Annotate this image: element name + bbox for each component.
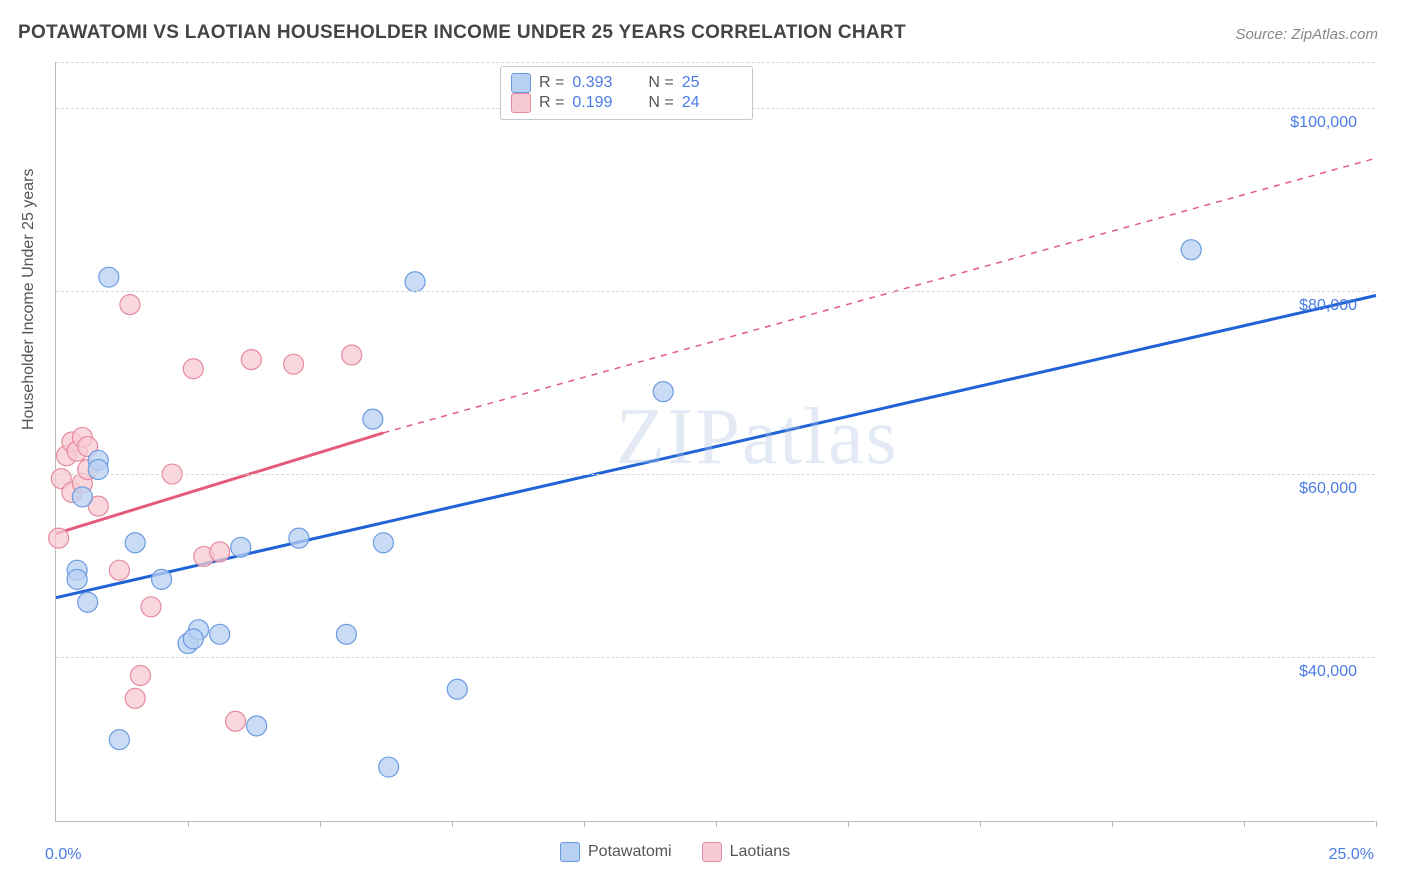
r-label: R =	[539, 74, 564, 92]
x-tick	[1376, 821, 1377, 827]
data-point	[152, 569, 172, 589]
x-tick	[188, 821, 189, 827]
x-tick	[452, 821, 453, 827]
chart-container: POTAWATOMI VS LAOTIAN HOUSEHOLDER INCOME…	[0, 0, 1406, 892]
legend-row: R = 0.199 N = 24	[511, 93, 738, 113]
data-point	[231, 537, 251, 557]
legend-swatch	[511, 93, 531, 113]
y-tick-label: $100,000	[1290, 114, 1357, 132]
x-tick	[1112, 821, 1113, 827]
data-point	[120, 295, 140, 315]
trendline-potawatomi	[56, 295, 1376, 597]
legend-swatch	[702, 842, 722, 862]
x-tick	[848, 821, 849, 827]
n-label: N =	[648, 74, 673, 92]
correlation-legend: R = 0.393 N = 25 R = 0.199 N = 24	[500, 66, 753, 120]
source-attribution: Source: ZipAtlas.com	[1235, 26, 1378, 43]
gridline	[56, 657, 1375, 658]
data-point	[67, 569, 87, 589]
x-axis-max-label: 25.0%	[1329, 846, 1374, 864]
legend-item: Laotians	[702, 842, 791, 862]
data-point	[88, 459, 108, 479]
legend-row: R = 0.393 N = 25	[511, 73, 738, 93]
data-point	[141, 597, 161, 617]
y-tick-label: $40,000	[1299, 663, 1357, 681]
plot-svg	[56, 62, 1375, 821]
data-point	[336, 624, 356, 644]
x-tick	[320, 821, 321, 827]
data-point	[289, 528, 309, 548]
plot-area: ZIPatlas $40,000$60,000$80,000$100,000	[55, 62, 1375, 822]
data-point	[109, 560, 129, 580]
x-tick	[1244, 821, 1245, 827]
data-point	[373, 533, 393, 553]
legend-swatch	[511, 73, 531, 93]
data-point	[653, 382, 673, 402]
legend-label: Potawatomi	[588, 843, 672, 861]
x-tick	[980, 821, 981, 827]
x-axis-min-label: 0.0%	[45, 846, 81, 864]
data-point	[447, 679, 467, 699]
legend-swatch	[560, 842, 580, 862]
data-point	[405, 272, 425, 292]
trendline-laotians	[56, 433, 383, 534]
data-point	[78, 592, 98, 612]
r-value: 0.393	[572, 74, 628, 92]
r-value: 0.199	[572, 94, 628, 112]
data-point	[226, 711, 246, 731]
data-point	[125, 688, 145, 708]
data-point	[130, 665, 150, 685]
legend-item: Potawatomi	[560, 842, 672, 862]
data-point	[183, 359, 203, 379]
gridline	[56, 62, 1375, 63]
gridline	[56, 291, 1375, 292]
data-point	[241, 350, 261, 370]
r-label: R =	[539, 94, 564, 112]
data-point	[72, 487, 92, 507]
trendline-dashed-laotians	[383, 158, 1376, 433]
y-tick-label: $60,000	[1299, 480, 1357, 498]
data-point	[363, 409, 383, 429]
data-point	[379, 757, 399, 777]
n-value: 25	[682, 74, 738, 92]
series-legend: Potawatomi Laotians	[560, 842, 790, 862]
data-point	[247, 716, 267, 736]
data-point	[109, 730, 129, 750]
y-axis-label: Householder Income Under 25 years	[20, 169, 38, 430]
data-point	[183, 629, 203, 649]
data-point	[210, 542, 230, 562]
data-point	[1181, 240, 1201, 260]
legend-label: Laotians	[730, 843, 791, 861]
x-tick	[716, 821, 717, 827]
chart-title: POTAWATOMI VS LAOTIAN HOUSEHOLDER INCOME…	[18, 22, 906, 44]
n-label: N =	[648, 94, 673, 112]
data-point	[284, 354, 304, 374]
data-point	[125, 533, 145, 553]
n-value: 24	[682, 94, 738, 112]
data-point	[210, 624, 230, 644]
data-point	[342, 345, 362, 365]
data-point	[99, 267, 119, 287]
x-tick	[584, 821, 585, 827]
gridline	[56, 474, 1375, 475]
y-tick-label: $80,000	[1299, 297, 1357, 315]
data-point	[49, 528, 69, 548]
